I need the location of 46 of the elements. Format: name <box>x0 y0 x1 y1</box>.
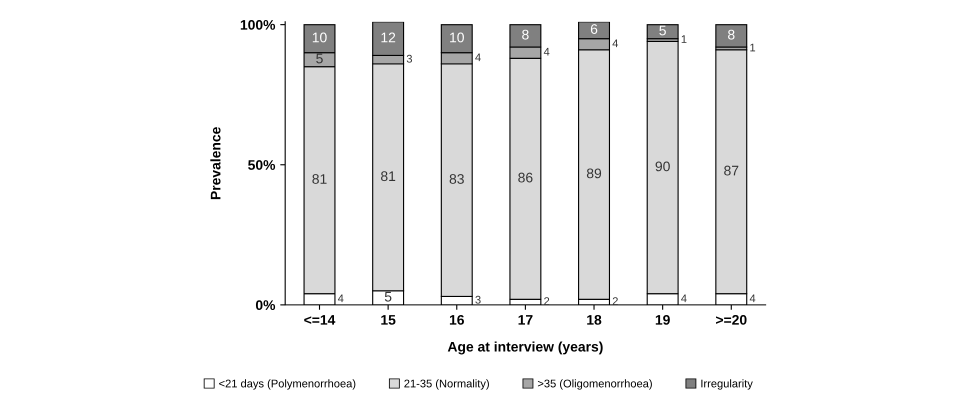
legend-label: <21 days (Polymenorrhoea) <box>219 379 356 390</box>
data-label: 4 <box>612 39 618 48</box>
data-label: 4 <box>475 53 481 62</box>
legend-label: 21-35 (Normality) <box>404 379 489 390</box>
bar <box>646 24 679 40</box>
data-label: 4 <box>544 48 550 56</box>
data-label: 81 <box>381 171 396 182</box>
x-tick-label: >=20 <box>716 314 747 325</box>
y-axis-title: Prevalence <box>210 127 221 200</box>
data-label: 1 <box>682 35 686 43</box>
data-label: 4 <box>750 294 756 302</box>
x-axis-title: Age at interview (years) <box>448 341 603 354</box>
data-label: 10 <box>450 32 464 42</box>
data-label: 5 <box>384 292 392 302</box>
data-label: 81 <box>312 174 327 184</box>
data-label: 90 <box>656 161 670 172</box>
data-label: 3 <box>406 54 412 63</box>
data-label: 87 <box>724 166 738 176</box>
bar <box>715 24 748 48</box>
data-label: 4 <box>681 294 687 302</box>
y-tick-label: 50% <box>248 160 276 170</box>
data-label: 89 <box>586 168 602 178</box>
data-label: 3 <box>475 296 481 304</box>
data-label: 10 <box>312 32 327 42</box>
x-tick-label: 19 <box>656 314 670 325</box>
data-label: 6 <box>590 24 598 34</box>
legend-label: Irregularity <box>701 379 753 390</box>
x-tick-label: 16 <box>450 314 464 325</box>
y-tick-label: 0% <box>256 300 276 310</box>
x-tick-label: 18 <box>587 314 602 325</box>
data-label: 5 <box>659 26 666 36</box>
data-label: 8 <box>728 30 735 40</box>
data-label: 4 <box>338 294 344 302</box>
x-tick-label: 15 <box>381 315 396 325</box>
data-label: 8 <box>522 30 529 40</box>
data-label: 86 <box>518 172 533 182</box>
data-label: 1 <box>750 44 756 52</box>
data-label: 5 <box>316 54 323 64</box>
data-label: 2 <box>612 297 618 305</box>
data-label: 83 <box>450 174 464 184</box>
legend-label: >35 (Oligomenorrhoea) <box>538 379 652 390</box>
data-label: 2 <box>544 297 550 305</box>
data-label: 12 <box>381 32 396 42</box>
x-tick-label: <=14 <box>304 315 336 325</box>
x-tick-label: 17 <box>518 315 533 325</box>
y-tick-label: 100% <box>240 20 276 30</box>
